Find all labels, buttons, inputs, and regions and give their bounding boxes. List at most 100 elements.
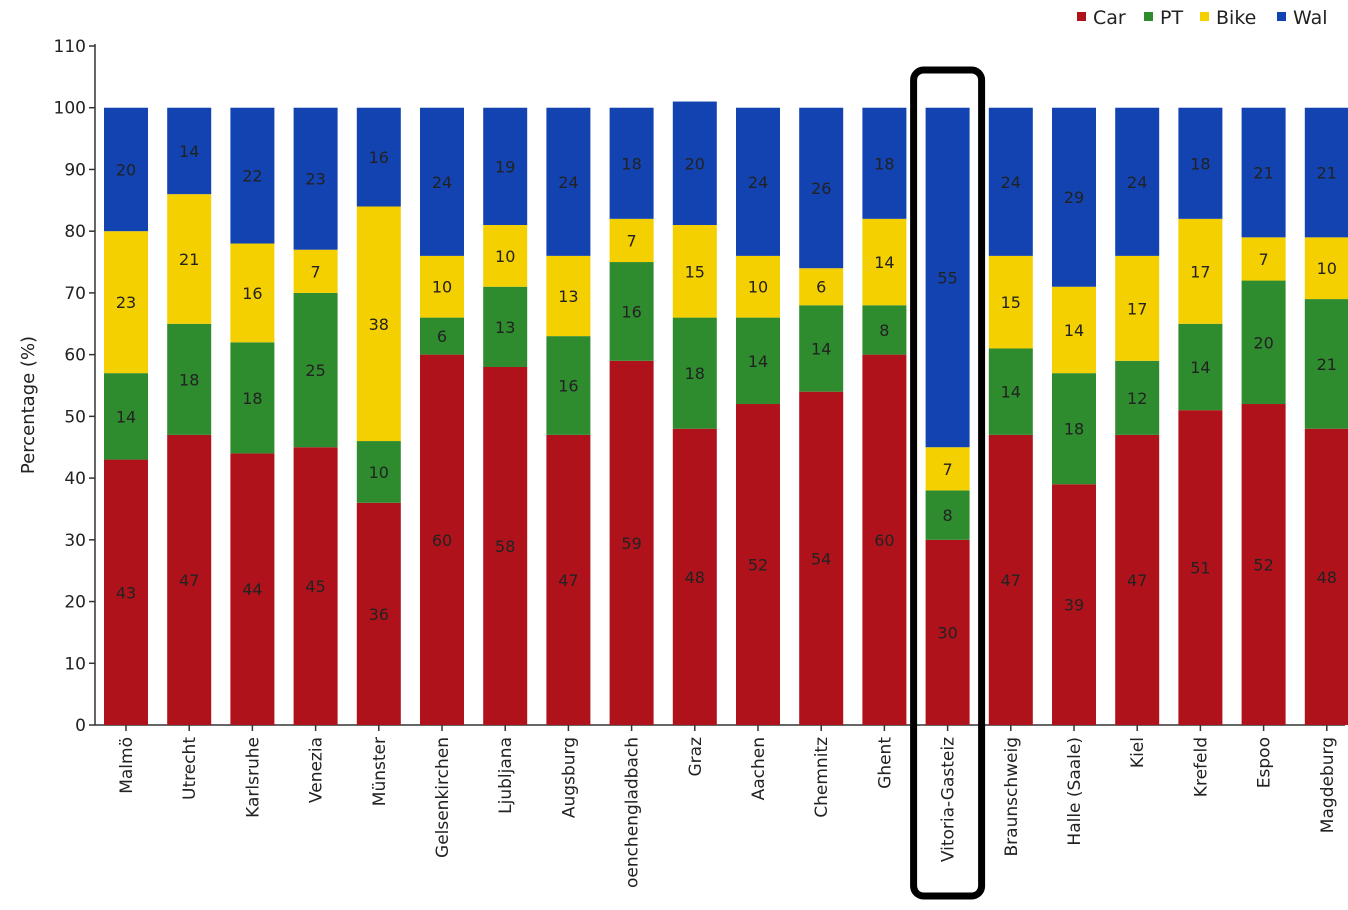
bar-segment-pt: [420, 317, 464, 355]
y-tick-label: 40: [64, 469, 86, 489]
y-tick-label: 30: [64, 531, 86, 551]
bar-segment-pt: [1052, 373, 1096, 485]
y-tick-label: 0: [75, 716, 86, 736]
data-label: 25: [305, 361, 325, 380]
bar-segment-pt: [483, 286, 528, 367]
data-label: 15: [685, 262, 705, 281]
bar-segment-car: [988, 434, 1033, 725]
data-label: 52: [1253, 556, 1273, 575]
legend-label: Wal: [1293, 7, 1328, 29]
bar-segment-walk: [1241, 107, 1286, 238]
legend: Car PT Bike Wal: [1077, 7, 1328, 29]
bar-segment-walk: [988, 107, 1033, 256]
data-label: 18: [242, 389, 262, 408]
data-label: 26: [811, 179, 831, 198]
bar-segment-bike: [672, 225, 717, 318]
data-label: 24: [558, 173, 578, 192]
bar-segment-pt: [104, 373, 148, 460]
data-label: 14: [811, 339, 831, 358]
bar-segment-car: [356, 502, 401, 725]
category-label: Halle (Saale): [1065, 737, 1085, 846]
bar-segment-walk: [862, 107, 907, 219]
y-tick-label: 70: [64, 284, 86, 304]
category-label: Kiel: [1128, 737, 1148, 768]
legend-swatch: [1200, 12, 1209, 21]
data-label: 24: [1127, 173, 1147, 192]
data-label: 48: [685, 568, 705, 587]
data-label: 6: [816, 278, 826, 297]
category-labels: Malmö Utrecht Karlsruhe Venezia Münster Gelse…: [117, 725, 1338, 888]
bar-segment-bike: [483, 225, 528, 287]
data-label: 24: [748, 173, 768, 192]
y-tick-label: 110: [54, 37, 86, 57]
category-label: Ljubljana: [496, 737, 516, 814]
category-label: Magdeburg: [1318, 737, 1338, 833]
legend-label: PT: [1160, 7, 1183, 29]
data-label: 20: [116, 160, 136, 179]
bar-segment-car: [230, 453, 275, 725]
category-label: Chemnitz: [812, 737, 832, 818]
bar-segment-car: [1115, 434, 1160, 725]
data-label: 47: [1001, 571, 1021, 590]
data-label: 8: [879, 321, 889, 340]
bar-segment-bike: [862, 218, 907, 306]
bar-segment-walk: [609, 107, 654, 219]
data-label: 7: [943, 460, 953, 479]
bar-segment-pt: [925, 490, 970, 540]
data-label: 13: [495, 318, 515, 337]
data-label: 21: [1317, 164, 1337, 183]
bar-segment-car: [736, 404, 780, 725]
data-label: 14: [1001, 383, 1021, 402]
bar-segment-bike: [1052, 286, 1096, 374]
bar-segment-car: [1241, 404, 1286, 725]
bar-segment-walk: [925, 107, 970, 448]
category-label: Gelsenkirchen: [433, 737, 453, 858]
data-label: 21: [1253, 164, 1273, 183]
legend-swatch: [1077, 12, 1086, 21]
bar-segment-bike: [736, 255, 780, 318]
data-label: 17: [1190, 262, 1210, 281]
bar-segment-pt: [672, 317, 717, 429]
bar-segment-car: [167, 434, 212, 725]
bar-segment-walk: [230, 107, 275, 244]
bar-segment-bike: [546, 255, 591, 337]
bar-segment-bike: [1241, 237, 1286, 281]
data-label: 22: [242, 167, 262, 186]
bar-segment-bike: [1304, 237, 1348, 300]
bar-segment-bike: [988, 255, 1033, 349]
bar-segment-walk: [483, 107, 528, 226]
bar-segment-pt: [1241, 280, 1286, 405]
data-label: 51: [1190, 559, 1210, 578]
category-label: Münster: [370, 737, 390, 806]
category-label: Vitoria-Gasteiz: [939, 737, 959, 862]
data-label: 24: [432, 173, 452, 192]
y-tick-label: 20: [64, 593, 86, 613]
data-label: 18: [874, 154, 894, 173]
bar-segment-walk: [1115, 107, 1160, 256]
bar-segment-bike: [356, 206, 401, 442]
bars: 43 14 23 20 47 18 21 14 44 18 16 22 45 25 7 23 36 10 38 16 6…: [104, 101, 1348, 725]
bar-segment-pt: [1115, 360, 1160, 435]
data-label: 21: [1317, 355, 1337, 374]
bar-segment-bike: [925, 447, 970, 491]
category-label: Venezia: [307, 737, 327, 803]
data-label: 36: [369, 605, 389, 624]
data-label: 55: [937, 268, 957, 287]
highlight-box: [910, 66, 986, 900]
data-label: 10: [369, 463, 389, 482]
data-label: 47: [558, 571, 578, 590]
data-label: 20: [1253, 333, 1273, 352]
bar-segment-bike: [167, 194, 212, 324]
data-label: 10: [432, 278, 452, 297]
data-label: 16: [369, 148, 389, 167]
data-label: 10: [1317, 259, 1337, 278]
data-label: 10: [748, 278, 768, 297]
data-label: 7: [627, 231, 637, 250]
data-label: 19: [495, 157, 515, 176]
data-label: 8: [943, 506, 953, 525]
category-label: Augsburg: [559, 737, 579, 818]
data-label: 47: [179, 571, 199, 590]
bar-segment-pt: [546, 336, 591, 435]
bar-segment-bike: [420, 255, 464, 318]
